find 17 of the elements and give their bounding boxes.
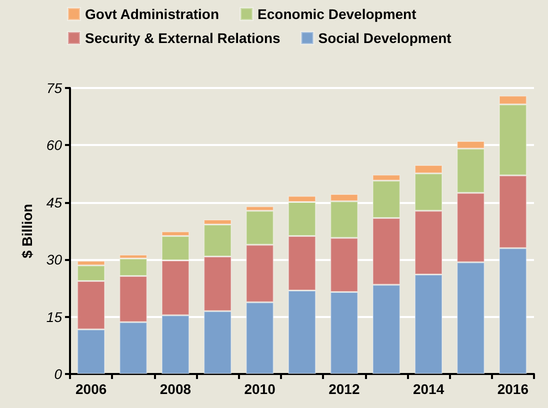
x-tick-label: 2010 [244,381,276,397]
x-tick-label: 2014 [412,381,444,397]
x-tick-label: 2016 [497,381,529,397]
y-axis-title: $ Billion [19,204,35,258]
legend-label: Economic Development [258,6,417,22]
y-tick-label: 45 [46,194,62,210]
y-tick-label: 15 [46,308,62,325]
legend-label: Social Development [318,30,452,46]
legend-label: Security & External Relations [85,30,281,46]
y-tick-label: 75 [46,80,62,96]
y-tick-label: 0 [54,366,62,382]
y-tick-label: 60 [46,137,62,154]
x-tick-label: 2008 [160,381,192,397]
x-tick-label: 2012 [328,381,360,397]
y-tick-label: 30 [46,252,62,268]
legend-label: Govt Administration [85,6,220,22]
x-tick-label: 2006 [76,381,107,397]
